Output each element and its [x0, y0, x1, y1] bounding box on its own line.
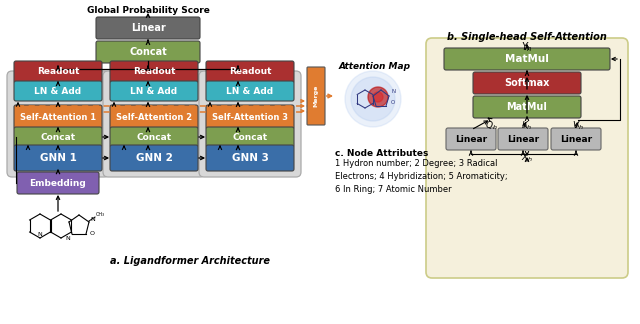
Text: CH₃: CH₃	[96, 212, 105, 217]
FancyBboxPatch shape	[14, 127, 102, 147]
FancyBboxPatch shape	[14, 61, 102, 83]
Text: LN & Add: LN & Add	[35, 87, 81, 96]
Text: Linear: Linear	[131, 23, 165, 33]
Circle shape	[345, 71, 401, 127]
Text: N: N	[37, 232, 42, 237]
FancyBboxPatch shape	[7, 71, 109, 177]
FancyBboxPatch shape	[110, 105, 198, 129]
Text: Self-Attention 3: Self-Attention 3	[212, 112, 288, 122]
Text: $K_h$: $K_h$	[521, 119, 532, 132]
FancyBboxPatch shape	[110, 145, 198, 171]
FancyBboxPatch shape	[14, 105, 102, 129]
FancyBboxPatch shape	[206, 145, 294, 171]
Text: MatMul: MatMul	[507, 102, 547, 112]
Text: Readout: Readout	[36, 67, 79, 76]
Text: $V_h$: $V_h$	[572, 119, 584, 132]
FancyBboxPatch shape	[473, 96, 581, 118]
Text: Concat: Concat	[232, 133, 268, 142]
FancyBboxPatch shape	[446, 128, 496, 150]
FancyBboxPatch shape	[206, 105, 294, 129]
Text: Merge: Merge	[314, 85, 319, 107]
Text: Embedding: Embedding	[29, 179, 86, 188]
FancyBboxPatch shape	[110, 61, 198, 83]
FancyBboxPatch shape	[110, 81, 198, 101]
Text: N: N	[391, 89, 395, 94]
Text: Concat: Concat	[136, 133, 172, 142]
Text: Softmax: Softmax	[504, 78, 550, 88]
Text: Attention Map: Attention Map	[339, 62, 411, 71]
Text: $X_h$: $X_h$	[521, 152, 533, 165]
FancyBboxPatch shape	[110, 127, 198, 147]
Text: O: O	[90, 231, 95, 236]
Text: $Q_h$: $Q_h$	[484, 119, 497, 132]
FancyBboxPatch shape	[473, 72, 581, 94]
Text: GNN 3: GNN 3	[232, 153, 268, 163]
Text: Linear: Linear	[560, 134, 592, 144]
Text: b. Single-head Self-Attention: b. Single-head Self-Attention	[447, 32, 607, 42]
FancyBboxPatch shape	[426, 38, 628, 278]
FancyBboxPatch shape	[551, 128, 601, 150]
Text: c. Node Attributes: c. Node Attributes	[335, 149, 428, 158]
FancyBboxPatch shape	[96, 17, 200, 39]
Text: Linear: Linear	[455, 134, 487, 144]
Circle shape	[351, 77, 395, 121]
Text: Global Probability Score: Global Probability Score	[86, 6, 209, 15]
Text: O: O	[391, 100, 396, 105]
FancyBboxPatch shape	[14, 145, 102, 171]
Circle shape	[368, 87, 388, 107]
Text: Self-Attention 2: Self-Attention 2	[116, 112, 192, 122]
Circle shape	[373, 92, 383, 102]
Text: MatMul: MatMul	[505, 54, 549, 64]
Text: Self-Attention 1: Self-Attention 1	[20, 112, 96, 122]
Text: N: N	[90, 217, 95, 222]
FancyBboxPatch shape	[14, 81, 102, 101]
Text: Readout: Readout	[228, 67, 271, 76]
FancyBboxPatch shape	[206, 61, 294, 83]
Text: $Y_h$: $Y_h$	[521, 40, 533, 54]
Text: a. Ligandformer Architecture: a. Ligandformer Architecture	[110, 256, 270, 266]
FancyBboxPatch shape	[307, 67, 325, 125]
Text: N: N	[65, 236, 70, 241]
Text: Linear: Linear	[507, 134, 539, 144]
FancyBboxPatch shape	[199, 71, 301, 177]
FancyBboxPatch shape	[103, 71, 205, 177]
Text: LN & Add: LN & Add	[227, 87, 273, 96]
Text: Concat: Concat	[40, 133, 76, 142]
Text: Concat: Concat	[129, 47, 167, 57]
Text: GNN 1: GNN 1	[40, 153, 76, 163]
Text: LN & Add: LN & Add	[131, 87, 177, 96]
FancyBboxPatch shape	[498, 128, 548, 150]
Text: Readout: Readout	[132, 67, 175, 76]
FancyBboxPatch shape	[206, 127, 294, 147]
Text: GNN 2: GNN 2	[136, 153, 172, 163]
FancyBboxPatch shape	[96, 41, 200, 63]
FancyBboxPatch shape	[17, 172, 99, 194]
FancyBboxPatch shape	[444, 48, 610, 70]
FancyBboxPatch shape	[206, 81, 294, 101]
Text: 1 Hydron number; 2 Degree; 3 Radical
Electrons; 4 Hybridization; 5 Aromaticity;
: 1 Hydron number; 2 Degree; 3 Radical Ele…	[335, 159, 508, 194]
